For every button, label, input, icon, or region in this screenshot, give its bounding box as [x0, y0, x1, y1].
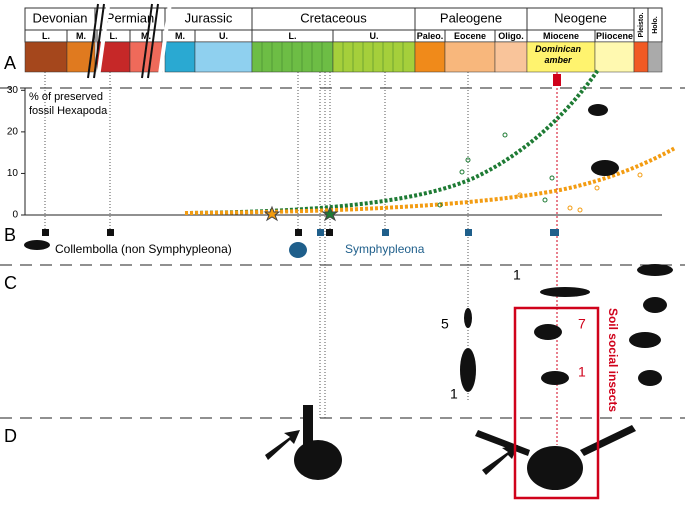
period-name: Cretaceous	[300, 10, 367, 25]
box-label: Soil social insects	[606, 308, 620, 412]
count: 1	[450, 386, 458, 402]
trend-green	[184, 68, 600, 215]
y-label-box: % of preserved fossil Hexapoda	[29, 91, 108, 117]
occurrence-squares	[42, 229, 559, 236]
panel-letter: B	[4, 225, 16, 245]
epoch-name: L.	[42, 31, 50, 41]
epoch-name: U.	[219, 31, 228, 41]
amber-label-bg	[530, 44, 586, 70]
epoch-color	[24, 41, 68, 73]
panel-letter: D	[4, 426, 17, 446]
epoch-color	[332, 41, 416, 73]
epoch-color	[444, 41, 496, 73]
epoch-color	[164, 41, 196, 73]
y-tick-label: 30	[7, 85, 19, 96]
epoch-name: Paleo.	[417, 31, 444, 41]
break-line	[147, 3, 159, 79]
count: 1	[578, 364, 586, 380]
y-tick-label: 20	[7, 127, 19, 138]
epoch-name: L.	[289, 31, 297, 41]
star	[321, 205, 339, 222]
panel-letter: C	[4, 273, 17, 293]
epoch-name: Eocene	[454, 31, 486, 41]
epoch-name: L.	[110, 31, 118, 41]
group-label: Collembolla (non Symphypleona)	[55, 242, 232, 256]
star	[263, 205, 281, 222]
break-line	[93, 3, 105, 79]
epoch-color	[594, 41, 635, 73]
period-name: Permian	[106, 10, 154, 25]
epoch-name: Oligo.	[498, 31, 524, 41]
epoch-name: M.	[141, 31, 151, 41]
epoch-color	[647, 41, 663, 73]
epoch-color	[414, 41, 446, 73]
count: 7	[578, 316, 586, 332]
period-name: Paleogene	[440, 10, 502, 25]
trend-orange	[184, 146, 676, 215]
epoch-color	[633, 41, 649, 73]
panel-letter: A	[4, 53, 16, 73]
silhouettes	[24, 104, 673, 490]
highlight-box	[513, 306, 600, 500]
period-name: Pleisto.	[638, 13, 645, 38]
epoch-name: Miocene	[543, 31, 579, 41]
amber-label-box: Dominican amber	[534, 44, 581, 65]
break-gap	[96, 6, 111, 76]
epoch-name: M.	[175, 31, 185, 41]
scatter-points	[437, 132, 643, 213]
y-tick-label: 0	[12, 210, 18, 221]
period-name: Holo.	[652, 16, 659, 34]
amber-label: Dominican amber	[534, 44, 581, 65]
y-tick-label: 10	[7, 168, 19, 179]
period-name: Jurassic	[185, 10, 233, 25]
epoch-name: Pliocene	[596, 31, 633, 41]
count: 5	[441, 316, 449, 332]
break-line	[141, 3, 153, 79]
epoch-color	[494, 41, 528, 73]
break-line	[87, 3, 99, 79]
epoch-name: U.	[370, 31, 379, 41]
epoch-name: M.	[76, 31, 86, 41]
period-name: Neogene	[554, 10, 607, 25]
y-axis-label: % of preserved fossil Hexapoda	[29, 91, 108, 117]
epoch-color	[194, 41, 253, 73]
break-gap	[157, 6, 172, 76]
group-label: Symphypleona	[345, 242, 425, 256]
count: 1	[513, 267, 521, 283]
epoch-color	[251, 41, 334, 73]
guides	[44, 72, 469, 420]
period-name: Devonian	[33, 10, 88, 25]
